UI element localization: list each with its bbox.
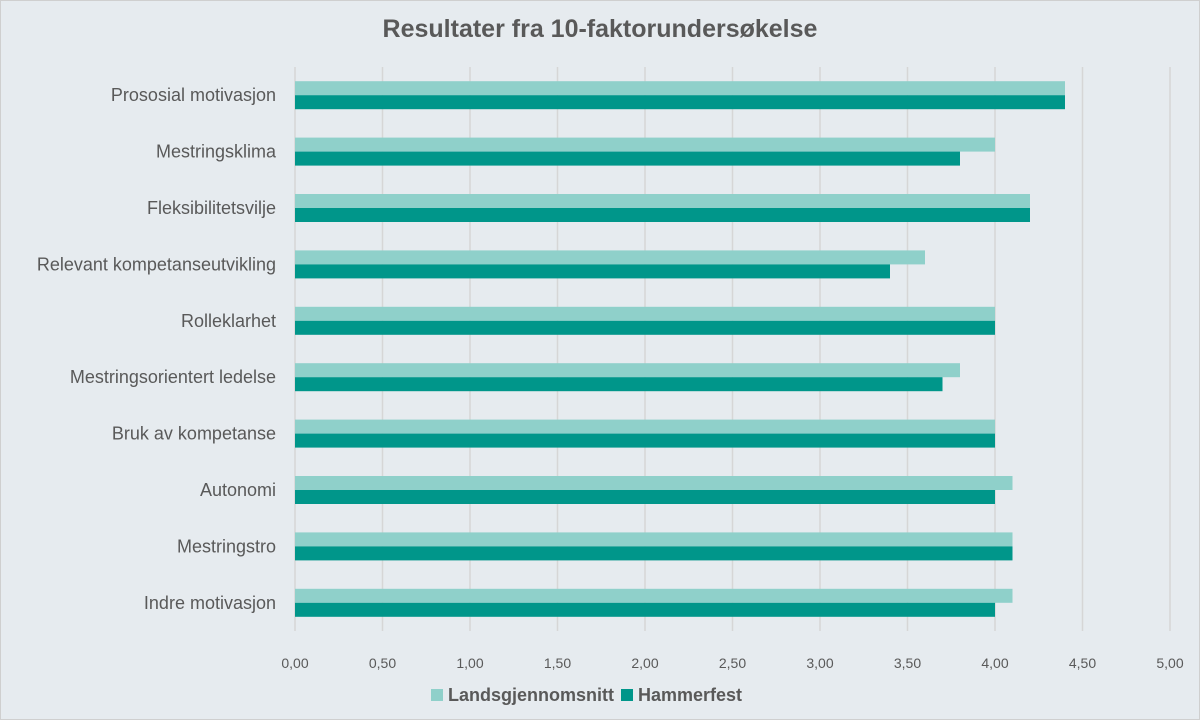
- category-label: Mestringsklima: [156, 142, 277, 162]
- bar-landsgjennomsnitt: [295, 363, 960, 378]
- bar-landsgjennomsnitt: [295, 476, 1013, 490]
- legend-label: Hammerfest: [638, 685, 742, 705]
- x-tick-label: 3,00: [806, 655, 833, 671]
- bar-landsgjennomsnitt: [295, 194, 1030, 208]
- x-tick-label: 5,00: [1156, 655, 1183, 671]
- bar-landsgjennomsnitt: [295, 419, 995, 434]
- legend-label: Landsgjennomsnitt: [448, 685, 614, 705]
- category-label: Prososial motivasjon: [111, 85, 276, 105]
- bar-landsgjennomsnitt: [295, 532, 1013, 547]
- x-tick-label: 0,50: [369, 655, 396, 671]
- bar-hammerfest: [295, 377, 943, 392]
- bar-hammerfest: [295, 433, 995, 448]
- x-tick-label: 3,50: [894, 655, 921, 671]
- bar-landsgjennomsnitt: [295, 137, 995, 152]
- x-tick-label: 0,00: [281, 655, 308, 671]
- bar-hammerfest: [295, 320, 995, 335]
- chart-title: Resultater fra 10-faktorundersøkelse: [382, 15, 818, 43]
- bar-hammerfest: [295, 151, 960, 166]
- bar-landsgjennomsnitt: [295, 250, 925, 265]
- x-tick-label: 2,50: [719, 655, 746, 671]
- x-tick-label: 2,00: [631, 655, 658, 671]
- category-label: Autonomi: [200, 480, 276, 500]
- bar-hammerfest: [295, 264, 890, 279]
- x-tick-label: 1,50: [544, 655, 571, 671]
- bar-landsgjennomsnitt: [295, 588, 1013, 603]
- x-tick-label: 4,50: [1069, 655, 1096, 671]
- bar-landsgjennomsnitt: [295, 81, 1065, 96]
- category-label: Relevant kompetanseutvikling: [37, 254, 276, 274]
- x-tick-label: 1,00: [456, 655, 483, 671]
- bar-landsgjennomsnitt: [295, 306, 995, 321]
- category-label: Mestringsorientert ledelse: [70, 367, 276, 387]
- category-label: Indre motivasjon: [144, 593, 276, 613]
- category-label: Mestringstro: [177, 536, 276, 556]
- bar-hammerfest: [295, 208, 1030, 222]
- bar-hammerfest: [295, 546, 1013, 561]
- category-label: Rolleklarhet: [181, 311, 276, 331]
- legend-swatch: [431, 689, 443, 701]
- legend-swatch: [621, 689, 633, 701]
- x-tick-label: 4,00: [981, 655, 1008, 671]
- bar-hammerfest: [295, 490, 995, 504]
- category-label: Bruk av kompetanse: [112, 424, 276, 444]
- category-label: Fleksibilitetsvilje: [147, 198, 276, 218]
- bar-hammerfest: [295, 95, 1065, 110]
- bar-hammerfest: [295, 602, 995, 617]
